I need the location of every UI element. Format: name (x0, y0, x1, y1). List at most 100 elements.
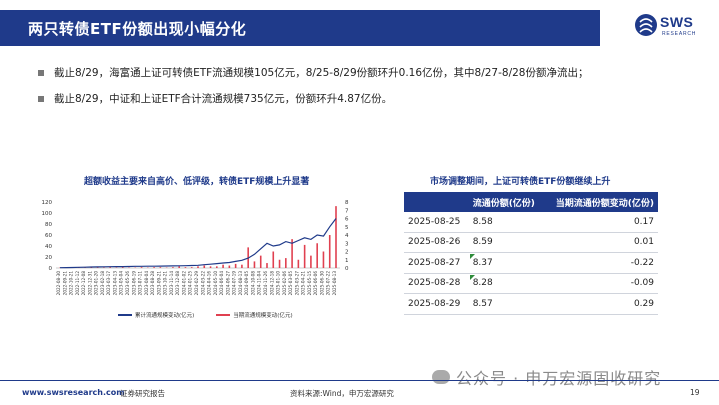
x-tick-label: 2025-08-13 (332, 271, 337, 296)
table-cell-date-text: 2025-08-29 (408, 298, 461, 309)
footer-url[interactable]: www.swsresearch.com (22, 388, 125, 397)
legend-label-period: 当期流通规模变动(亿元) (233, 313, 293, 319)
table-cell-date-text: 2025-08-28 (408, 278, 461, 289)
table-cell-share-text: 8.58 (472, 216, 493, 227)
cumulative-scale-line (59, 218, 337, 269)
table-cell-date: 2025-08-28 (404, 273, 469, 294)
y-left-tick-label: 80 (45, 222, 52, 228)
x-tick-label: 2025-04-21 (301, 271, 306, 296)
bullet-item: 截止8/29，海富通上证可转债ETF流通规模105亿元，8/25-8/29份额环… (38, 66, 698, 80)
table-header-change: 当期流通份额变动(亿份) (544, 192, 658, 212)
table-cell-share: 8.57 (468, 293, 545, 315)
x-tick-label: 2024-01-02 (181, 271, 186, 296)
table-title: 市场调整期间，上证可转债ETF份额继续上升 (430, 177, 611, 187)
table-cell-change: 0.01 (544, 232, 658, 253)
x-tick-label: 2023-06-19 (131, 271, 136, 296)
table-cell-share-text: 8.57 (472, 298, 493, 309)
y-right-tick-label: 1 (345, 258, 349, 264)
x-tick-label: 2024-10-08 (250, 271, 255, 296)
sws-logo-icon (635, 14, 657, 36)
x-tick-label: 2023-02-18 (100, 271, 105, 296)
x-tick-label: 2023-11-14 (169, 271, 174, 296)
x-tick-label: 2024-11-26 (263, 271, 268, 296)
x-tick-label: 2025-07-22 (326, 271, 331, 296)
table-cell-share: 8.28 (468, 273, 545, 294)
x-tick-label: 2025-02-06 (282, 271, 287, 296)
table-cell-share-text: 8.59 (472, 237, 493, 248)
table-header-row: 流通份额(亿份) 当期流通份额变动(亿份) (404, 192, 658, 212)
y-right-tick-label: 7 (345, 208, 349, 214)
etf-share-table: 流通份额(亿份) 当期流通份额变动(亿份) 2025-08-25 8.58 0.17… (404, 192, 658, 315)
table-cell-share: 8.59 (468, 232, 545, 253)
table-header-date (404, 192, 469, 212)
watermark: 公众号 · 申万宏源固收研究 (432, 365, 661, 389)
table-row: 2025-08-27 8.37 -0.22 (404, 252, 658, 274)
x-tick-label: 2024-03-22 (200, 271, 205, 296)
page-number: 19 (690, 388, 700, 397)
x-tick-label: 2025-01-10 (276, 271, 281, 296)
table-cell-change-text: -0.09 (630, 278, 654, 289)
table-cell-change: 0.17 (544, 212, 658, 233)
x-tick-label: 2024-02-29 (194, 271, 199, 296)
x-tick-label: 2025-03-27 (294, 271, 299, 296)
green-flag-icon (469, 274, 475, 280)
footer-report-type: 证券研究报告 (120, 389, 165, 398)
x-tick-label: 2023-04-13 (112, 271, 117, 296)
bullet-item: 截止8/29，中证和上证ETF合计流通规模735亿元，份额环升4.87亿份。 (38, 92, 698, 106)
etf-scale-chart: 0 20 40 60 80 100 120 0 1 2 3 4 5 6 7 8 2022-08-30 2022-0… (42, 200, 350, 296)
y-right-tick-label: 0 (345, 266, 349, 272)
bullet-square-icon (38, 96, 44, 102)
x-tick-label: 2023-08-28 (150, 271, 155, 296)
x-tick-label: 2024-04-16 (207, 271, 212, 296)
table-cell-change-text: -0.22 (630, 257, 654, 268)
x-tick-label: 2024-11-04 (257, 271, 262, 296)
table-cell-change-text: 0.01 (633, 237, 654, 248)
y-right-tick-label: 8 (345, 200, 349, 206)
x-tick-label: 2025-06-30 (319, 271, 324, 296)
table-cell-share-text: 8.37 (472, 257, 493, 268)
table-cell-change: -0.09 (544, 273, 658, 294)
x-tick-label: 2025-03-05 (288, 271, 293, 296)
y-left-tick-label: 60 (45, 233, 52, 239)
title-bar: 两只转债ETF份额出现小幅分化 (0, 10, 600, 46)
footer-divider (0, 380, 719, 381)
table-cell-date-text: 2025-08-26 (408, 237, 461, 248)
chart-legend: 累计流通规模变动(亿元) 当期流通规模变动(亿元) (118, 311, 293, 319)
table-cell-date-text: 2025-08-25 (408, 216, 461, 227)
x-tick-label: 2023-09-21 (156, 271, 161, 296)
y-left-tick-label: 100 (42, 211, 53, 217)
legend-swatch-cumulative (118, 314, 132, 316)
x-tick-label: 2023-05-04 (119, 271, 124, 296)
x-tick-label: 2023-07-11 (138, 271, 143, 296)
legend-label-cumulative: 累计流通规模变动(亿元) (135, 313, 195, 319)
table-header-share: 流通份额(亿份) (468, 192, 545, 212)
x-tick-label: 2025-06-06 (313, 271, 318, 296)
y-left-tick-label: 120 (42, 200, 53, 206)
x-tick-label: 2022-12-08 (81, 271, 86, 296)
x-tick-label: 2024-12-18 (269, 271, 274, 296)
x-tick-label: 2024-06-04 (219, 271, 224, 296)
table-cell-date-text: 2025-08-27 (408, 257, 461, 268)
watermark-text: 公众号 · 申万宏源固收研究 (456, 369, 662, 388)
x-tick-label: 2023-03-17 (106, 271, 111, 296)
table-cell-date: 2025-08-26 (404, 232, 469, 253)
x-tick-label: 2023-08-04 (144, 271, 149, 296)
table-row: 2025-08-28 8.28 -0.09 (404, 273, 658, 294)
table-cell-share: 8.37 (468, 252, 545, 274)
x-tick-label: 2024-08-13 (238, 271, 243, 296)
bullet-square-icon (38, 70, 44, 76)
x-tick-label: 2023-12-08 (175, 271, 180, 296)
logo-subtext: RESEARCH (662, 31, 697, 37)
x-tick-label: 2024-07-19 (232, 271, 237, 296)
bullet-text: 截止8/29，海富通上证可转债ETF流通规模105亿元，8/25-8/29份额环… (54, 67, 589, 79)
y-right-tick-label: 3 (345, 241, 349, 247)
y-left-tick-label: 20 (45, 255, 52, 261)
wechat-icon (432, 370, 450, 384)
table-cell-change: -0.22 (544, 252, 658, 274)
x-tick-label: 2022-11-12 (75, 271, 80, 296)
x-tick-label: 2024-01-25 (188, 271, 193, 296)
table-row: 2025-08-29 8.57 0.29 (404, 293, 658, 315)
x-tick-label: 2025-05-15 (307, 271, 312, 296)
x-tick-label: 2024-09-05 (244, 271, 249, 296)
x-tick-label: 2023-10-21 (163, 271, 168, 296)
